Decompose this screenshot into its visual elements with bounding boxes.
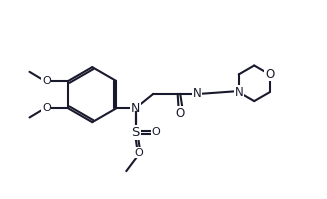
Text: N: N [193, 87, 201, 100]
Text: S: S [131, 126, 140, 139]
Text: O: O [113, 128, 122, 138]
Text: O: O [114, 124, 123, 135]
Text: O: O [42, 103, 51, 113]
Text: O: O [265, 68, 274, 81]
Text: N: N [234, 86, 243, 99]
Text: O: O [134, 148, 143, 158]
Text: N: N [131, 102, 140, 115]
Text: S: S [131, 126, 140, 139]
Text: O: O [132, 144, 141, 155]
Text: S: S [131, 126, 140, 139]
Text: O: O [175, 107, 184, 120]
Text: O: O [150, 124, 158, 135]
Text: O: O [42, 76, 51, 86]
Text: O: O [149, 128, 158, 138]
Text: O: O [151, 127, 160, 137]
